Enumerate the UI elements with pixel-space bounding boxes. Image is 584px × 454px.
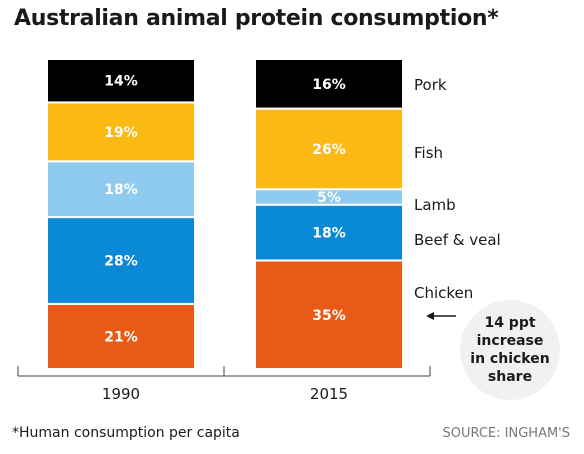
- legend-label: Beef & veal: [414, 231, 501, 249]
- bar-segment: [46, 160, 196, 219]
- legend-label: Lamb: [414, 196, 456, 214]
- data-label: 21%: [104, 329, 138, 345]
- data-label: 19%: [104, 125, 138, 141]
- bar-segment: [254, 58, 404, 110]
- data-label: 16%: [312, 77, 346, 93]
- legend-label: Chicken: [414, 284, 473, 302]
- annotation-bubble: 14 ppt increase in chicken share: [460, 300, 560, 400]
- bar-segment: [46, 216, 196, 305]
- source-credit: SOURCE: INGHAM'S: [442, 426, 570, 441]
- data-label: 35%: [312, 308, 346, 324]
- data-label: 18%: [104, 182, 138, 198]
- bar-segment: [46, 302, 196, 370]
- annotation-line: in chicken: [470, 351, 550, 367]
- data-label: 14%: [104, 74, 138, 90]
- data-label: 18%: [312, 226, 346, 242]
- annotation-line: 14 ppt: [484, 315, 536, 331]
- data-label: 5%: [317, 190, 341, 206]
- bar-segment: [254, 259, 404, 370]
- x-tick-label: 2015: [310, 385, 348, 403]
- legend-label: Pork: [414, 76, 447, 94]
- bar-segment: [254, 107, 404, 191]
- chart-title: Australian animal protein consumption*: [14, 6, 499, 31]
- annotation-line: increase: [476, 333, 544, 349]
- bar-segment: [46, 58, 196, 104]
- data-label: 28%: [104, 254, 138, 270]
- legend-label: Fish: [414, 144, 443, 162]
- x-tick-label: 1990: [102, 385, 140, 403]
- annotation-line: share: [487, 369, 533, 385]
- data-label: 26%: [312, 142, 346, 158]
- arrow-head-icon: [426, 312, 434, 320]
- footnote: *Human consumption per capita: [12, 425, 240, 441]
